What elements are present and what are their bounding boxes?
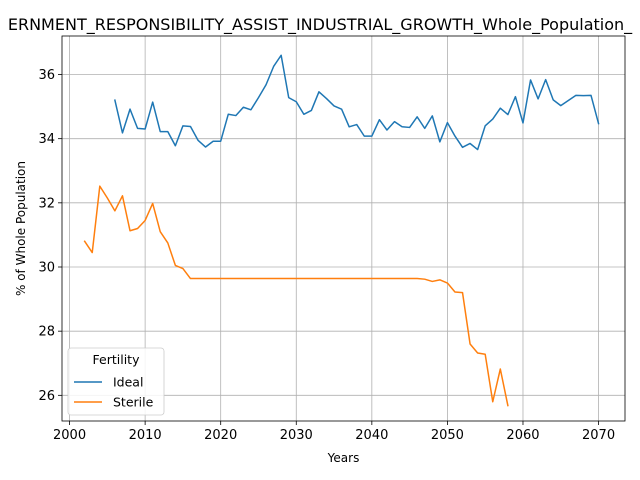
chart-title: ERNMENT_RESPONSIBILITY_ASSIST_INDUSTRIAL… xyxy=(8,15,633,35)
legend-label-sterile: Sterile xyxy=(113,395,154,410)
legend-label-ideal: Ideal xyxy=(113,375,143,390)
x-axis-label: Years xyxy=(327,451,360,465)
x-tick-label: 2000 xyxy=(53,428,86,443)
y-tick-label: 28 xyxy=(38,325,55,340)
x-tick-label: 2070 xyxy=(582,428,615,443)
series-line-ideal xyxy=(114,54,600,151)
y-axis-label: % of Whole Population xyxy=(14,161,28,296)
axis-ticks: 2000 2010 2020 2030 2040 2050 2060 2070 26 28 30 32… xyxy=(38,68,615,443)
legend-box xyxy=(67,347,165,416)
y-tick-label: 26 xyxy=(38,389,55,404)
y-tick-label: 34 xyxy=(38,132,55,147)
plot-frame xyxy=(61,35,626,422)
y-tick-label: 32 xyxy=(38,196,55,211)
y-tick-label: 30 xyxy=(38,261,55,276)
series-line-sterile xyxy=(83,185,509,407)
series-lines xyxy=(83,54,600,407)
x-tick-label: 2040 xyxy=(355,428,388,443)
x-tick-label: 2050 xyxy=(431,428,464,443)
x-tick-label: 2020 xyxy=(204,428,237,443)
x-tick-label: 2010 xyxy=(129,428,162,443)
legend-title: Fertility xyxy=(93,352,141,367)
legend: Fertility Ideal Sterile xyxy=(67,347,165,416)
x-tick-label: 2060 xyxy=(506,428,539,443)
x-tick-label: 2030 xyxy=(280,428,313,443)
y-tick-label: 36 xyxy=(38,68,55,83)
